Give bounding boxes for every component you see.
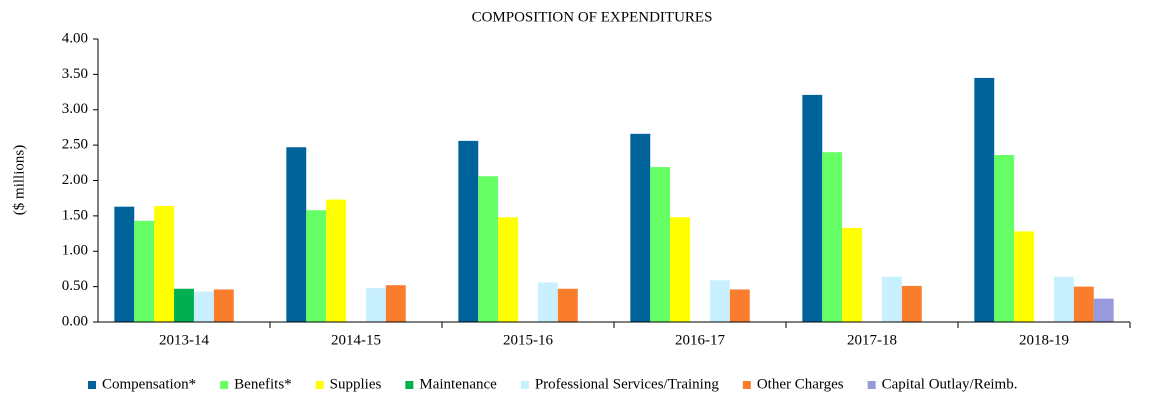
bar [901, 285, 922, 322]
bar [822, 152, 843, 322]
y-tick-label: 0.50 [62, 278, 88, 294]
bar [213, 289, 234, 322]
bar [974, 77, 995, 322]
legend-swatch [88, 381, 96, 389]
bar [630, 133, 651, 322]
bar [842, 227, 863, 322]
bar [286, 147, 307, 322]
bar [365, 288, 386, 322]
legend-label: Supplies [330, 376, 382, 392]
bar [729, 289, 750, 322]
bar [650, 167, 671, 322]
bar [458, 140, 479, 322]
x-tick-label: 2016-17 [675, 332, 725, 348]
legend-swatch [867, 381, 876, 389]
legend-swatch [520, 381, 529, 389]
bar [1053, 276, 1074, 322]
legend-label: Maintenance [419, 376, 497, 392]
bar [174, 288, 194, 322]
legend-swatch [315, 381, 324, 389]
bar [994, 155, 1015, 322]
legend-label: Compensation* [102, 376, 196, 392]
chart-title: COMPOSITION OF EXPENDITURES [472, 9, 713, 25]
bar [881, 276, 902, 322]
x-tick-label: 2017-18 [847, 332, 897, 348]
legend-label: Benefits* [234, 376, 292, 392]
legend-label: Other Charges [757, 376, 844, 392]
bar [326, 199, 347, 322]
legend-label: Professional Services/Training [535, 376, 720, 392]
x-tick-label: 2014-15 [331, 332, 381, 348]
bar [1014, 231, 1035, 322]
bar [478, 176, 499, 322]
bar [154, 205, 175, 322]
y-tick-label: 3.50 [62, 66, 88, 82]
legend-swatch [742, 381, 751, 389]
y-axis-label: ($ millions) [11, 145, 27, 215]
bar [134, 220, 155, 322]
x-tick-label: 2018-19 [1019, 332, 1069, 348]
legend-swatch [220, 381, 229, 389]
y-tick-label: 2.50 [62, 137, 88, 153]
bar [1073, 286, 1094, 322]
y-tick-label: 2.00 [62, 172, 88, 188]
x-tick-label: 2015-16 [503, 332, 553, 348]
y-tick-label: 1.50 [62, 207, 88, 223]
y-tick-label: 4.00 [62, 30, 88, 46]
x-tick-label: 2013-14 [159, 332, 209, 348]
legend-swatch [405, 381, 414, 389]
bar [557, 288, 578, 322]
bar [670, 217, 691, 322]
bar [306, 210, 327, 322]
y-tick-label: 1.00 [62, 243, 88, 259]
bar [498, 217, 519, 322]
bar [114, 206, 135, 322]
bar [193, 291, 214, 322]
bar [1093, 298, 1114, 322]
y-tick-label: 3.00 [62, 101, 88, 117]
legend-label: Capital Outlay/Reimb. [882, 376, 1018, 392]
bar [385, 285, 406, 322]
bar [537, 282, 558, 322]
bar [709, 280, 730, 322]
y-tick-label: 0.00 [62, 313, 88, 329]
bar [802, 94, 823, 322]
